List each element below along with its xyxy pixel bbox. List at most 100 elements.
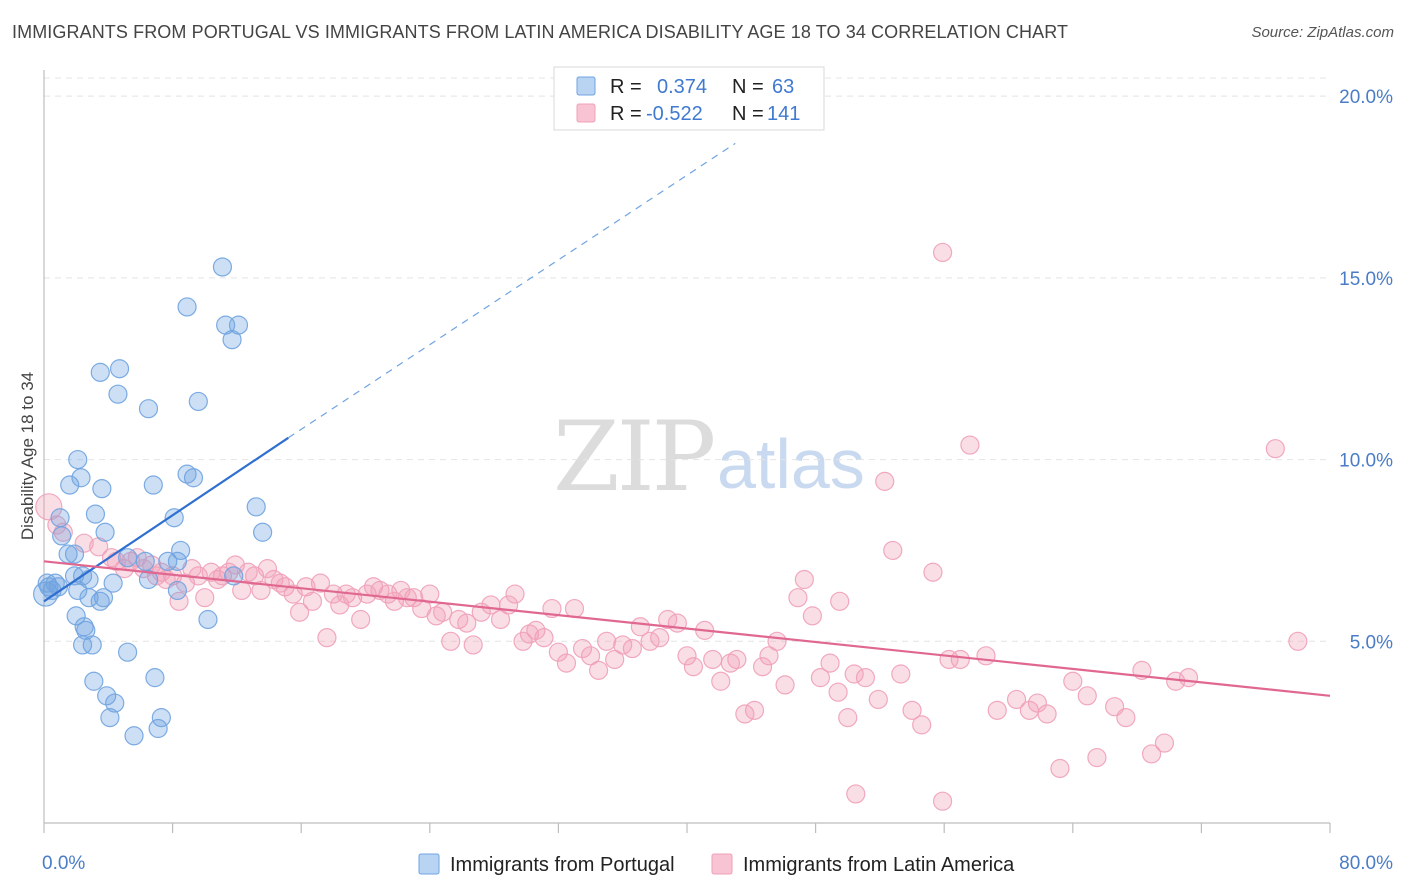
watermark-zip: ZIP [553, 401, 714, 513]
portugal-point-31 [100, 708, 120, 728]
portugal-point-51 [177, 297, 197, 317]
latam-point-85 [667, 613, 687, 633]
latam-point-137 [1288, 631, 1308, 651]
latam-point-35 [289, 602, 310, 622]
latam-point-83 [650, 628, 670, 648]
watermark: ZIP atlas [553, 401, 865, 513]
portugal-point-38 [124, 726, 144, 746]
latam-point-65 [505, 584, 525, 604]
latam-point-11 [142, 555, 162, 575]
latam-point-93 [735, 704, 755, 724]
bottom-legend-swatch-latam [711, 853, 733, 875]
latam-point-110 [883, 540, 903, 561]
latam-point-130 [1116, 708, 1136, 728]
portugal-point-42 [143, 475, 163, 495]
latam-point-117 [950, 649, 970, 670]
latam-point-99 [788, 588, 808, 608]
latam-point-66 [513, 631, 533, 651]
portugal-point-15 [68, 449, 88, 470]
trendlines [43, 142, 1331, 697]
latam-point-27 [238, 562, 258, 582]
portugal-point-54 [188, 391, 208, 412]
portugal-point-6 [52, 526, 72, 546]
legend-r-label-2: R = [610, 103, 642, 125]
latam-point-128 [1087, 747, 1107, 768]
latam-point-57 [441, 631, 461, 651]
latam-point-87 [683, 657, 704, 677]
latam-point-73 [564, 598, 585, 619]
portugal-point-33 [105, 693, 125, 713]
portugal-point-9 [60, 475, 80, 495]
latam-point-111 [891, 664, 911, 684]
latam-trendline [43, 560, 1331, 697]
latam-point-136 [1265, 439, 1285, 459]
portugal-point-62 [253, 522, 273, 542]
portugal-point-48 [167, 580, 188, 601]
latam-point-133 [1154, 733, 1175, 753]
portugal-point-22 [82, 635, 102, 655]
latam-point-109 [875, 471, 895, 491]
latam-point-98 [775, 675, 795, 695]
portugal-point-61 [246, 497, 266, 517]
latam-point-138 [830, 591, 850, 611]
portugal-point-27 [90, 591, 110, 611]
portugal-point-7 [50, 508, 70, 528]
latam-point-59 [457, 613, 477, 633]
latam-point-139 [846, 784, 866, 804]
latam-point-72 [556, 653, 577, 673]
watermark-atlas: atlas [717, 425, 865, 503]
latam-point-112 [902, 700, 922, 720]
legend-n-label-2: N = [732, 103, 764, 125]
latam-point-91 [720, 653, 741, 673]
legend-r-label-1: R = [610, 76, 642, 98]
latam-point-108 [868, 689, 888, 710]
portugal-point-23 [84, 671, 104, 691]
latam-point-29 [251, 580, 271, 601]
latam-point-80 [622, 638, 642, 659]
portugal-point-50 [171, 540, 191, 561]
legend-box: R = 0.374 N = 63 R = -0.522 N = 141 [553, 66, 825, 131]
y-tick-label-2: 15.0% [1339, 269, 1393, 290]
portugal-point-4 [45, 573, 65, 593]
legend-r-value-1: 0.374 [657, 76, 707, 98]
portugal-point-47 [164, 508, 184, 528]
portugal-point-59 [228, 315, 249, 335]
latam-point-102 [810, 668, 831, 688]
chart-title: IMMIGRANTS FROM PORTUGAL VS IMMIGRANTS F… [12, 22, 1069, 42]
y-tick-labels: 5.0% 10.0% 15.0% 20.0% [1339, 87, 1393, 653]
legend-swatch-portugal [576, 76, 596, 96]
portugal-point-18 [72, 635, 93, 655]
portugal-trendline-extension [288, 142, 736, 439]
latam-point-44 [351, 609, 371, 630]
latam-point-76 [588, 660, 609, 680]
portugal-point-24 [85, 504, 106, 524]
portugal-point-44 [148, 718, 168, 739]
portugal-point-32 [103, 573, 123, 593]
legend-frame [553, 66, 825, 131]
latam-point-119 [976, 646, 996, 666]
portugal-point-37 [117, 548, 138, 568]
bottom-legend: Immigrants from Portugal Immigrants from… [418, 853, 1015, 876]
portugal-point-46 [158, 551, 178, 571]
latam-point-74 [572, 638, 593, 659]
legend-n-value-1: 63 [772, 76, 794, 98]
portugal-point-21 [79, 569, 99, 590]
portugal-point-30 [97, 686, 117, 706]
portugal-point-16 [71, 468, 91, 488]
latam-point-3 [74, 533, 94, 553]
latam-point-106 [844, 664, 864, 684]
latam-point-115 [932, 242, 953, 263]
latam-point-104 [828, 682, 848, 702]
x-tick-label-max: 80.0% [1339, 853, 1393, 874]
latam-point-140 [932, 791, 953, 811]
latam-point-39 [317, 628, 337, 648]
latam-point-113 [912, 715, 932, 735]
latam-point-60 [463, 635, 483, 655]
portugal-point-26 [92, 479, 112, 499]
portugal-point-49 [167, 551, 188, 571]
latam-point-124 [1037, 704, 1057, 724]
latam-point-120 [987, 700, 1007, 720]
portugal-point-34 [108, 384, 128, 404]
bottom-legend-label-latam: Immigrants from Latin America [743, 854, 1015, 876]
